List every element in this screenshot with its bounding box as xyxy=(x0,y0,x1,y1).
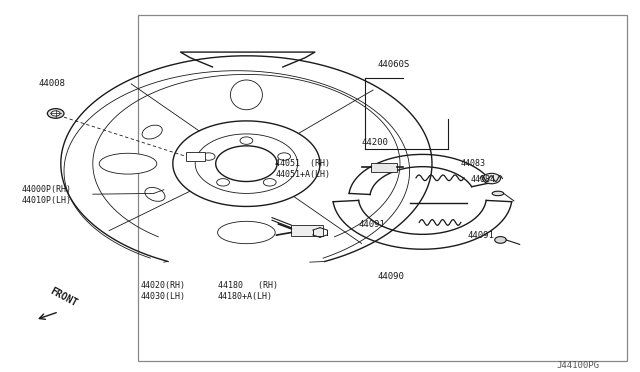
Ellipse shape xyxy=(492,191,504,196)
Text: 44083: 44083 xyxy=(461,158,486,167)
Bar xyxy=(371,163,397,172)
Text: 44180   (RH): 44180 (RH) xyxy=(218,281,278,290)
Text: 44090: 44090 xyxy=(378,272,404,281)
Text: 44051  (RH): 44051 (RH) xyxy=(275,158,330,167)
Bar xyxy=(186,152,205,161)
Ellipse shape xyxy=(218,221,275,244)
Ellipse shape xyxy=(145,187,165,201)
Text: FRONT: FRONT xyxy=(48,286,79,309)
Circle shape xyxy=(263,179,276,186)
Circle shape xyxy=(495,237,506,243)
Bar xyxy=(138,15,627,361)
Text: 44010P(LH): 44010P(LH) xyxy=(21,196,71,205)
Text: 44060S: 44060S xyxy=(378,60,410,69)
Text: 44084: 44084 xyxy=(470,175,495,184)
Circle shape xyxy=(217,179,230,186)
Text: 44000P(RH): 44000P(RH) xyxy=(21,185,71,193)
Circle shape xyxy=(483,173,500,184)
Text: 44051+A(LH): 44051+A(LH) xyxy=(275,170,330,179)
Text: 44091: 44091 xyxy=(358,220,385,229)
Text: 44200: 44200 xyxy=(362,138,388,147)
Text: 44091: 44091 xyxy=(467,231,494,240)
Text: J44100PG: J44100PG xyxy=(557,361,600,370)
Bar xyxy=(291,225,323,236)
Circle shape xyxy=(47,109,64,118)
Text: 44020(RH): 44020(RH) xyxy=(141,281,186,290)
Circle shape xyxy=(278,153,291,160)
Ellipse shape xyxy=(99,153,157,174)
Circle shape xyxy=(202,153,215,160)
Text: 44030(LH): 44030(LH) xyxy=(141,292,186,301)
Circle shape xyxy=(51,111,60,116)
Text: 44008: 44008 xyxy=(38,78,65,87)
Ellipse shape xyxy=(142,125,162,139)
Ellipse shape xyxy=(230,80,262,110)
Text: 44180+A(LH): 44180+A(LH) xyxy=(218,292,273,301)
Circle shape xyxy=(240,137,253,144)
